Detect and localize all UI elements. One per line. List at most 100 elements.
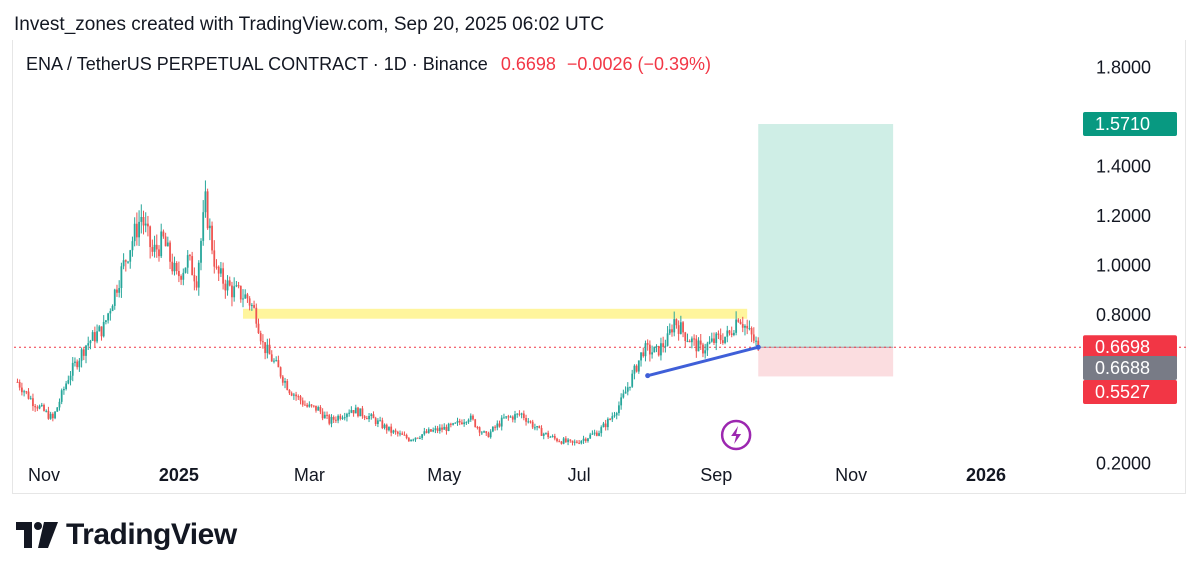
candle-body: [613, 415, 616, 417]
candle-body: [571, 440, 574, 443]
candle-body: [299, 396, 302, 401]
candle-body: [268, 344, 271, 355]
candle-body: [509, 416, 512, 418]
candle-body: [288, 389, 291, 394]
candle-body: [38, 405, 41, 409]
candle-body: [407, 438, 410, 442]
candle-body: [664, 345, 667, 347]
candle-body: [184, 267, 187, 273]
candle-body: [346, 413, 348, 418]
candle-body: [339, 415, 342, 419]
price-chart[interactable]: 1.8000 1.4000 1.2000 1.0000 0.8000 0.2000 Nov 2…: [0, 0, 1200, 500]
candle-body: [255, 307, 258, 324]
candle-body: [644, 343, 647, 357]
candle-body: [443, 426, 446, 430]
price-badge-text: 0.5527: [1095, 382, 1150, 402]
candle-body: [65, 383, 68, 389]
candle-body: [328, 415, 331, 424]
candle-body: [662, 343, 665, 347]
candle-body: [496, 423, 499, 428]
candle-body: [242, 298, 244, 300]
candle-body: [127, 261, 129, 263]
candle-body: [98, 326, 101, 332]
candle-body: [368, 416, 370, 420]
candle-body: [655, 345, 658, 347]
candle-body: [536, 426, 539, 428]
candle-body: [363, 416, 366, 418]
candle-body: [624, 391, 627, 394]
candle-body: [197, 262, 200, 288]
candle-body: [295, 394, 297, 397]
candle-body: [534, 427, 536, 429]
candle-body: [158, 249, 160, 257]
candle-body: [494, 426, 496, 428]
candle-body: [111, 305, 114, 312]
candle-body: [721, 340, 724, 343]
candle-body: [419, 437, 421, 439]
candle-body: [750, 328, 753, 335]
candle-body: [78, 360, 81, 368]
candle-body: [135, 223, 138, 238]
candle-body: [281, 376, 284, 383]
candle-body: [27, 391, 30, 399]
candle-body: [469, 415, 472, 420]
candle-body: [312, 405, 315, 407]
candle-body: [317, 407, 320, 411]
candle-body: [175, 262, 178, 271]
candle-body: [120, 266, 123, 289]
candle-body: [383, 424, 386, 428]
candle-body: [246, 294, 249, 299]
candle-body: [691, 338, 693, 343]
candle-body: [399, 433, 401, 435]
tradingview-brand[interactable]: TradingView: [16, 518, 237, 552]
candle-body: [310, 404, 313, 406]
candle-body: [80, 349, 83, 361]
candle-body: [365, 417, 368, 420]
candle-body: [359, 408, 362, 417]
candle-body: [646, 343, 649, 345]
candle-body: [213, 250, 216, 267]
candle-body: [629, 386, 631, 388]
candle-body: [348, 412, 351, 414]
candle-body: [432, 429, 435, 432]
candle-body: [693, 338, 696, 340]
candle-body: [452, 423, 454, 425]
candle-body: [688, 340, 691, 343]
candle-body: [545, 432, 547, 434]
candle-body: [622, 393, 625, 398]
candle-body: [591, 433, 594, 435]
candle-body: [337, 415, 339, 421]
candle-body: [290, 393, 293, 396]
candle-body: [485, 431, 488, 434]
candle-body: [370, 414, 373, 417]
candle-body: [569, 439, 572, 441]
candle-body: [602, 423, 605, 428]
candle-body: [357, 407, 359, 417]
candle-body: [538, 426, 541, 428]
candle-body: [180, 276, 182, 280]
candle-body: [746, 325, 749, 329]
candle-body: [284, 380, 286, 383]
candle-body: [606, 418, 609, 428]
candle-body: [394, 430, 397, 432]
x-tick-label: Nov: [835, 465, 867, 485]
candle-body: [651, 352, 653, 355]
candle-body: [200, 240, 202, 263]
candle-body: [739, 321, 742, 325]
candle-body: [449, 423, 452, 425]
candle-body: [56, 407, 59, 412]
candle-body: [131, 241, 134, 251]
candle-body: [615, 413, 618, 416]
candle-body: [63, 388, 65, 391]
candle-body: [262, 341, 264, 343]
candle-body: [505, 416, 508, 418]
candle-body: [105, 320, 107, 322]
candle-body: [480, 432, 483, 434]
candle-body: [657, 345, 660, 356]
candle-body: [595, 432, 598, 436]
candle-body: [189, 255, 191, 257]
candle-body: [20, 387, 23, 393]
candle-body: [558, 441, 561, 443]
candle-body: [520, 413, 523, 415]
candle-body: [708, 341, 711, 344]
